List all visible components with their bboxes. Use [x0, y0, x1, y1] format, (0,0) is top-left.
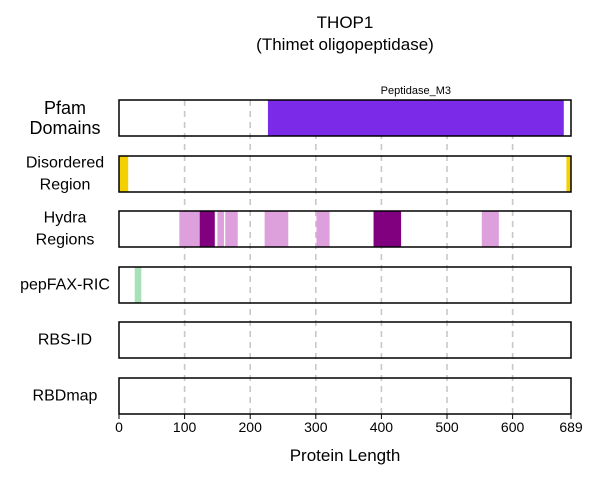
chart-title: THOP1	[317, 13, 374, 32]
track-label: RBDmap	[33, 388, 98, 405]
track-segment	[179, 211, 200, 247]
chart-subtitle: (Thimet oligopeptidase)	[256, 35, 434, 54]
track-label: Regions	[36, 232, 95, 249]
track-label: RBS-ID	[38, 332, 92, 349]
track-label: pepFAX-RIC	[20, 277, 110, 294]
x-tick-label: 0	[115, 419, 123, 435]
track: Hydra Regions	[36, 210, 572, 249]
track-frame	[118, 377, 572, 415]
x-tick-label: 100	[173, 419, 197, 435]
x-tick-label: 300	[304, 419, 328, 435]
x-tick-label: 689	[559, 419, 583, 435]
track-label: Pfam	[44, 98, 86, 118]
track-segment	[134, 267, 142, 303]
track-frame	[118, 266, 572, 304]
segment-label: Peptidase_M3	[381, 85, 451, 97]
track: Disordered Region	[26, 155, 572, 194]
track-segment	[566, 156, 571, 192]
x-tick-label: 400	[370, 419, 394, 435]
x-tick-label: 200	[239, 419, 263, 435]
track-segment	[119, 156, 129, 192]
track-frame	[118, 155, 572, 193]
track-label: Hydra	[44, 210, 87, 227]
track-segment	[217, 211, 224, 247]
track-segment	[199, 211, 215, 247]
track: RBS-ID	[38, 321, 572, 359]
grid-lines	[183, 100, 514, 414]
x-tick-label: 600	[501, 419, 525, 435]
track-segment	[264, 211, 289, 247]
track: pepFAX-RIC	[20, 266, 572, 304]
x-tick-label: 500	[435, 419, 459, 435]
x-axis-label: Protein Length	[290, 446, 401, 465]
track-frame	[118, 321, 572, 359]
track-segment	[373, 211, 402, 247]
track-frame	[118, 99, 572, 137]
track-segment	[225, 211, 238, 247]
track: RBDmap	[33, 377, 572, 415]
track-segment	[267, 100, 564, 136]
track-segment	[481, 211, 499, 247]
track-label: Region	[40, 177, 91, 194]
x-axis: 0 100 200 300 400 500 600 689	[115, 414, 583, 435]
track-label: Domains	[29, 118, 100, 138]
track-frame	[118, 210, 572, 248]
track-label: Disordered	[26, 155, 104, 172]
track-segment	[316, 211, 330, 247]
